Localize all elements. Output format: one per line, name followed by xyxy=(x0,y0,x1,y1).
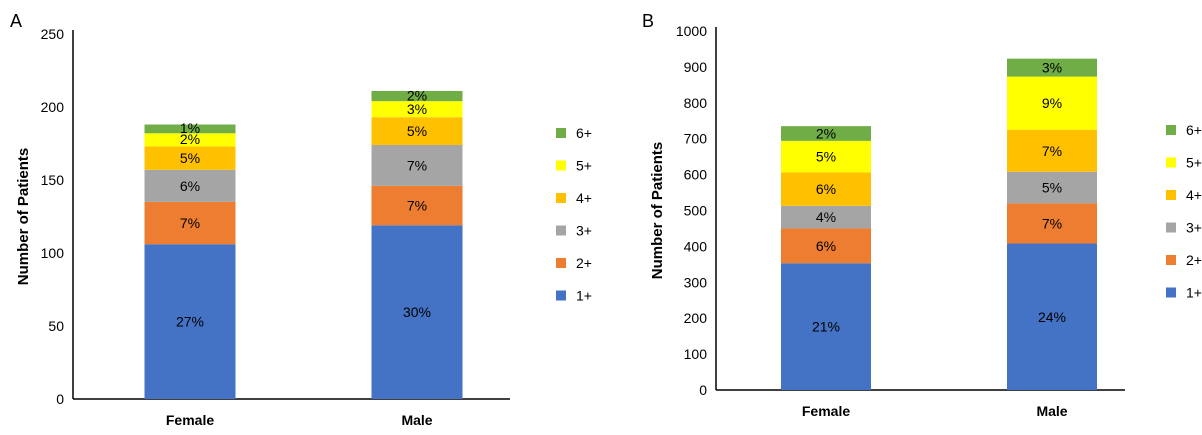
data-label-a: 5% xyxy=(407,123,427,139)
legend-swatch-b xyxy=(1166,125,1176,135)
legend-swatch-b xyxy=(1166,190,1176,200)
data-label-a: 5% xyxy=(180,150,200,166)
y-tick-label-a: 50 xyxy=(48,318,64,334)
category-label-b: Female xyxy=(802,403,850,419)
y-tick-label-b: 600 xyxy=(684,167,708,183)
y-tick-label-b: 900 xyxy=(684,59,708,75)
legend-swatch-a xyxy=(556,193,566,203)
y-tick-label-b: 300 xyxy=(684,274,708,290)
panel-label-a: A xyxy=(10,11,22,31)
y-tick-label-a: 100 xyxy=(41,245,65,261)
data-label-b: 6% xyxy=(816,238,836,254)
data-label-a: 7% xyxy=(407,198,427,214)
bar-segment-a-male-5plus xyxy=(371,101,463,118)
legend-swatch-a xyxy=(556,258,566,268)
data-label-a: 30% xyxy=(403,304,431,320)
y-tick-label-b: 400 xyxy=(684,238,708,254)
bar-segment-a-male-3plus xyxy=(371,144,463,186)
data-label-b: 5% xyxy=(1042,180,1062,196)
data-label-a: 6% xyxy=(180,178,200,194)
bar-segment-b-female-4plus xyxy=(781,172,871,206)
bar-segment-b-male-1plus xyxy=(1007,243,1097,390)
bar-segment-b-female-1plus xyxy=(781,263,871,390)
data-label-a: 1% xyxy=(180,120,200,136)
y-axis-label-b: Number of Patients xyxy=(649,142,666,280)
bar-segment-b-male-6plus xyxy=(1007,58,1097,77)
panel-label-b: B xyxy=(642,11,654,31)
data-label-b: 5% xyxy=(816,149,836,165)
data-label-b: 21% xyxy=(812,319,840,335)
bar-segment-a-female-2plus xyxy=(144,201,236,245)
bar-segment-b-male-4plus xyxy=(1007,129,1097,172)
bar-segment-b-female-2plus xyxy=(781,228,871,264)
data-label-b: 24% xyxy=(1038,309,1066,325)
data-label-a: 27% xyxy=(176,314,204,330)
legend-entry-a: 5+ xyxy=(576,158,592,174)
bar-segment-a-female-5plus xyxy=(144,133,236,147)
data-label-a: 7% xyxy=(180,215,200,231)
y-tick-label-a: 0 xyxy=(56,391,64,407)
y-tick-label-a: 250 xyxy=(41,26,65,42)
bar-segment-b-female-3plus xyxy=(781,205,871,229)
data-label-b: 2% xyxy=(816,126,836,142)
data-label-a: 2% xyxy=(407,87,427,103)
legend-entry-a: 1+ xyxy=(576,288,592,304)
data-label-a: 3% xyxy=(407,101,427,117)
bar-segment-b-male-3plus xyxy=(1007,171,1097,204)
bar-segment-b-male-5plus xyxy=(1007,76,1097,130)
legend-swatch-a xyxy=(556,290,566,301)
legend-swatch-a xyxy=(556,128,566,138)
legend-entry-a: 4+ xyxy=(576,190,592,206)
legend-entry-a: 3+ xyxy=(576,223,592,239)
bar-segment-a-male-2plus xyxy=(371,185,463,226)
legend-swatch-b xyxy=(1166,222,1176,233)
y-tick-label-b: 500 xyxy=(684,203,708,219)
data-label-b: 7% xyxy=(1042,143,1062,159)
y-tick-label-b: 1000 xyxy=(676,23,707,39)
data-label-b: 7% xyxy=(1042,215,1062,231)
legend-entry-b: 6+ xyxy=(1186,122,1202,138)
legend-swatch-b xyxy=(1166,287,1176,298)
bar-segment-a-female-1plus xyxy=(144,244,236,399)
legend-entry-a: 2+ xyxy=(576,255,592,271)
category-label-a: Female xyxy=(166,412,214,428)
bar-segment-a-male-6plus xyxy=(371,90,463,102)
data-label-a: 7% xyxy=(407,157,427,173)
data-label-a: 2% xyxy=(180,131,200,147)
data-label-b: 6% xyxy=(816,181,836,197)
legend-entry-b: 5+ xyxy=(1186,155,1202,171)
data-label-b: 4% xyxy=(816,209,836,225)
legend-entry-a: 6+ xyxy=(576,125,592,141)
y-tick-label-b: 0 xyxy=(699,382,707,398)
bar-segment-b-female-6plus xyxy=(781,126,871,141)
y-tick-label-b: 200 xyxy=(684,310,708,326)
y-tick-label-a: 200 xyxy=(41,99,65,115)
legend-entry-b: 1+ xyxy=(1186,285,1202,301)
legend-swatch-b xyxy=(1166,157,1176,168)
data-label-b: 3% xyxy=(1042,60,1062,76)
legend-swatch-a xyxy=(556,160,566,171)
bar-segment-a-male-1plus xyxy=(371,225,463,399)
y-tick-label-a: 150 xyxy=(41,172,65,188)
bar-segment-a-female-4plus xyxy=(144,146,236,170)
category-label-a: Male xyxy=(401,412,432,428)
bar-segment-a-male-4plus xyxy=(371,117,463,145)
bar-segment-b-female-5plus xyxy=(781,140,871,173)
bar-segment-a-female-6plus xyxy=(144,124,236,134)
bar-segment-a-female-3plus xyxy=(144,169,236,202)
legend-entry-b: 3+ xyxy=(1186,220,1202,236)
legend-entry-b: 2+ xyxy=(1186,252,1202,268)
y-tick-label-b: 100 xyxy=(684,346,708,362)
data-label-b: 9% xyxy=(1042,95,1062,111)
category-label-b: Male xyxy=(1036,403,1067,419)
y-tick-label-b: 800 xyxy=(684,95,708,111)
legend-swatch-a xyxy=(556,225,566,236)
y-axis-label-a: Number of Patients xyxy=(15,148,32,286)
bar-segment-b-male-2plus xyxy=(1007,203,1097,244)
y-tick-label-b: 700 xyxy=(684,131,708,147)
legend-entry-b: 4+ xyxy=(1186,187,1202,203)
legend-swatch-b xyxy=(1166,255,1176,265)
